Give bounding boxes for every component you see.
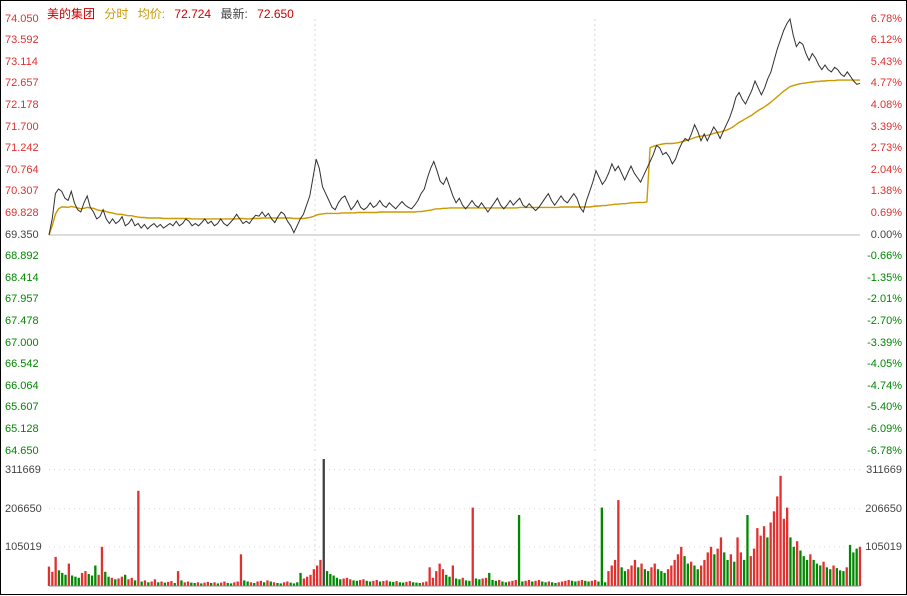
chart-frame: 美的集团 分时 均价: 72.724 最新: 72.650 74.05073.5… [0, 0, 907, 595]
volume-chart[interactable] [1, 1, 907, 596]
